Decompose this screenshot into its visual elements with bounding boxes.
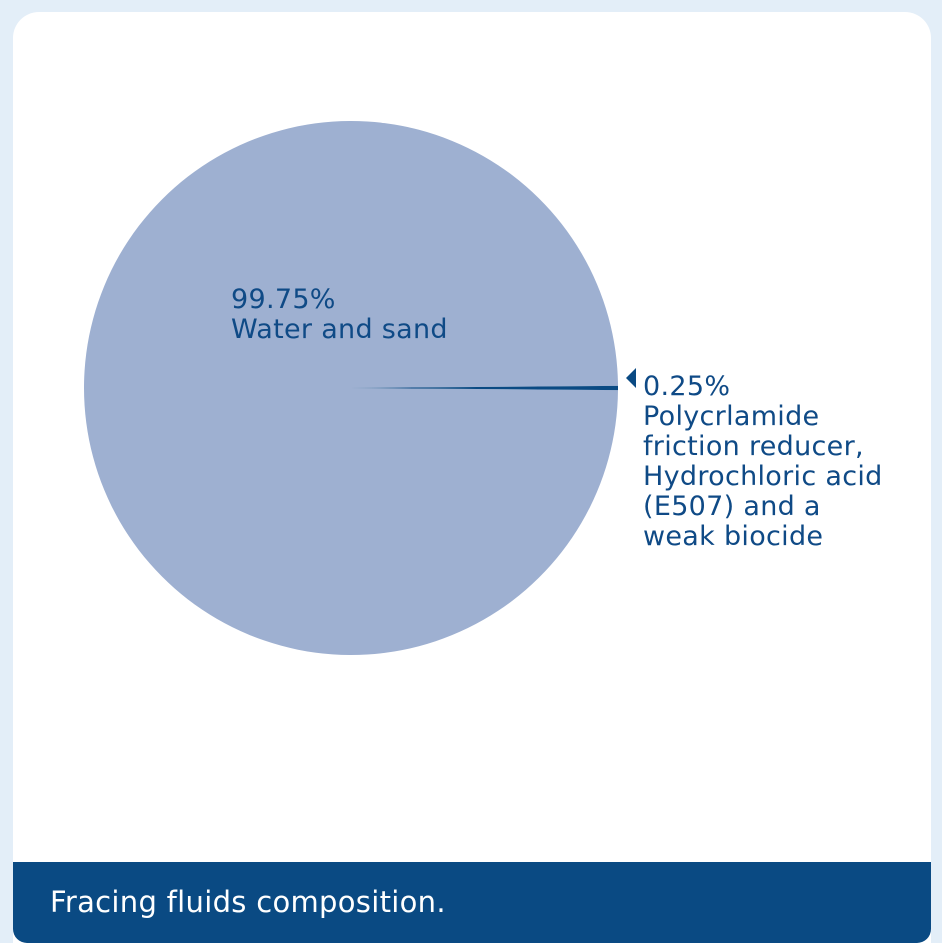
slice-value-label: 0.25% — [643, 371, 731, 402]
slice-name-line: (E507) and a — [643, 491, 821, 522]
minor-slice-pointer-icon — [626, 368, 636, 388]
slice-name-line: Polycrlamide — [643, 401, 820, 432]
figure-caption: Fracing fluids composition. — [50, 885, 446, 919]
slice-value-label: 99.75% — [231, 284, 336, 315]
pie-slice-additives — [351, 385, 618, 391]
pie-chart — [84, 120, 636, 655]
slice-name-line: weak biocide — [643, 521, 824, 552]
slice-label-additives: 0.25% Polycrlamide friction reducer, Hyd… — [643, 372, 883, 552]
pie-slice-water-sand — [84, 120, 618, 655]
slice-name-line: Water and sand — [231, 314, 448, 345]
slice-label-water-sand: 99.75% Water and sand — [231, 285, 448, 345]
chart-card: 99.75% Water and sand 0.25% Polycrlamide… — [13, 12, 931, 943]
caption-bar: Fracing fluids composition. — [13, 862, 931, 943]
slice-name-line: Hydrochloric acid — [643, 461, 883, 492]
slice-name-line: friction reducer, — [643, 431, 864, 462]
